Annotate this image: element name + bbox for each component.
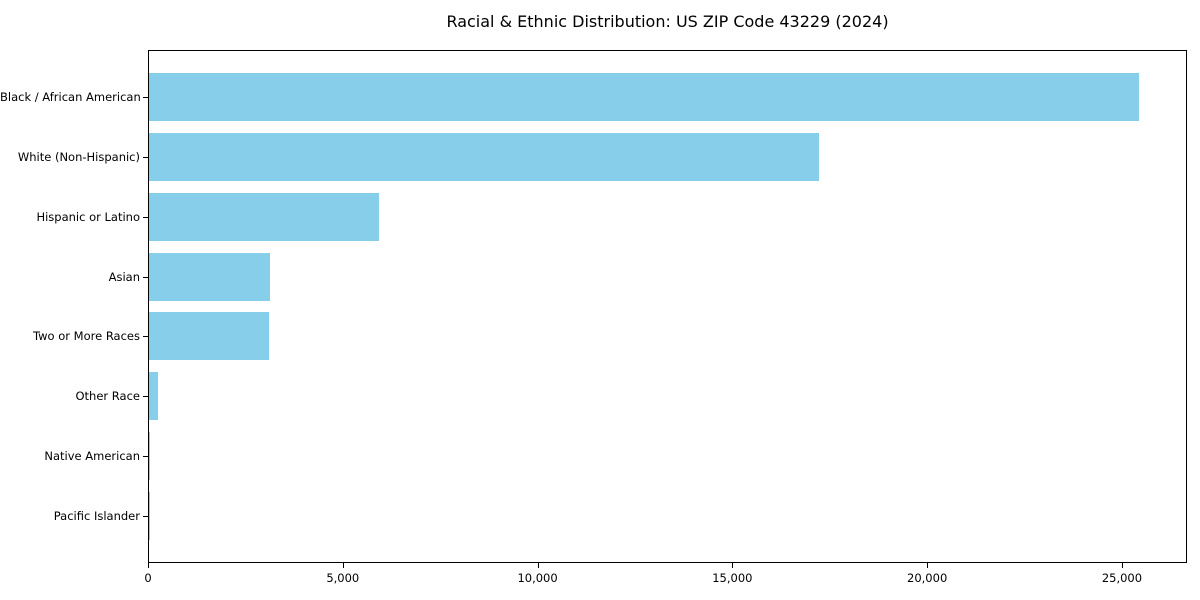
bar xyxy=(149,432,150,480)
x-axis-tick xyxy=(148,563,149,568)
y-axis-tick xyxy=(143,455,148,457)
x-axis-label: 10,000 xyxy=(517,571,558,585)
bar xyxy=(149,133,820,181)
y-axis-tick xyxy=(143,276,148,278)
bar xyxy=(149,73,1139,122)
x-axis-tick xyxy=(342,563,344,568)
bar xyxy=(149,312,269,361)
y-axis-tick xyxy=(143,515,148,517)
y-axis-tick xyxy=(143,396,148,398)
chart-title: Racial & Ethnic Distribution: US ZIP Cod… xyxy=(446,12,889,31)
y-axis-tick xyxy=(143,157,148,159)
x-axis-tick xyxy=(1121,563,1123,568)
y-axis-label: Pacific Islander xyxy=(53,508,140,523)
x-axis-label: 5,000 xyxy=(326,571,360,585)
bar xyxy=(149,372,158,421)
x-axis-label: 0 xyxy=(144,571,152,585)
y-axis-label: Hispanic or Latino xyxy=(36,209,140,224)
x-axis-label: 20,000 xyxy=(907,571,948,585)
x-axis-tick xyxy=(537,563,539,568)
plot-area xyxy=(148,50,1187,563)
x-axis-label: 25,000 xyxy=(1101,571,1143,585)
y-axis-label: Native American xyxy=(44,448,140,463)
y-axis-tick xyxy=(143,336,148,338)
bar xyxy=(149,252,271,301)
bar xyxy=(149,192,379,241)
y-axis-label: Two or More Races xyxy=(33,329,140,344)
y-axis-label: Asian xyxy=(108,269,140,284)
x-axis-label: 15,000 xyxy=(712,571,753,585)
y-axis-tick xyxy=(143,216,148,218)
y-axis-tick xyxy=(143,97,148,99)
y-axis-label: Other Race xyxy=(75,389,141,404)
x-axis-tick xyxy=(732,563,734,568)
x-axis-tick xyxy=(927,563,929,568)
y-axis-label: Black / African American xyxy=(0,90,141,105)
y-axis-label: White (Non-Hispanic) xyxy=(17,150,140,165)
